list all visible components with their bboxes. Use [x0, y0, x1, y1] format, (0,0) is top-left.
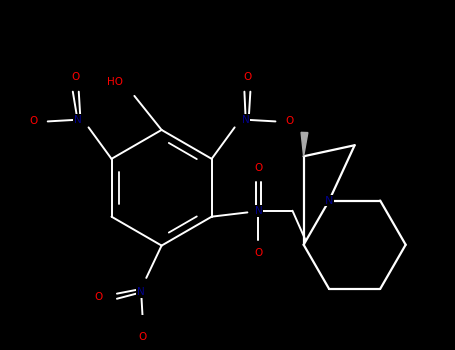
Text: O: O	[243, 72, 252, 82]
Text: O: O	[139, 331, 147, 342]
Text: O: O	[29, 117, 37, 126]
Text: O: O	[254, 248, 263, 258]
Text: O: O	[71, 72, 80, 82]
Text: O: O	[95, 292, 103, 302]
Text: O: O	[286, 117, 294, 126]
Polygon shape	[301, 132, 308, 156]
Text: N: N	[242, 115, 249, 125]
Text: N: N	[137, 287, 145, 298]
Text: N: N	[74, 115, 81, 125]
Text: HO: HO	[107, 77, 123, 87]
Text: N: N	[325, 196, 334, 205]
Text: O: O	[254, 163, 263, 173]
Text: N: N	[255, 206, 263, 216]
